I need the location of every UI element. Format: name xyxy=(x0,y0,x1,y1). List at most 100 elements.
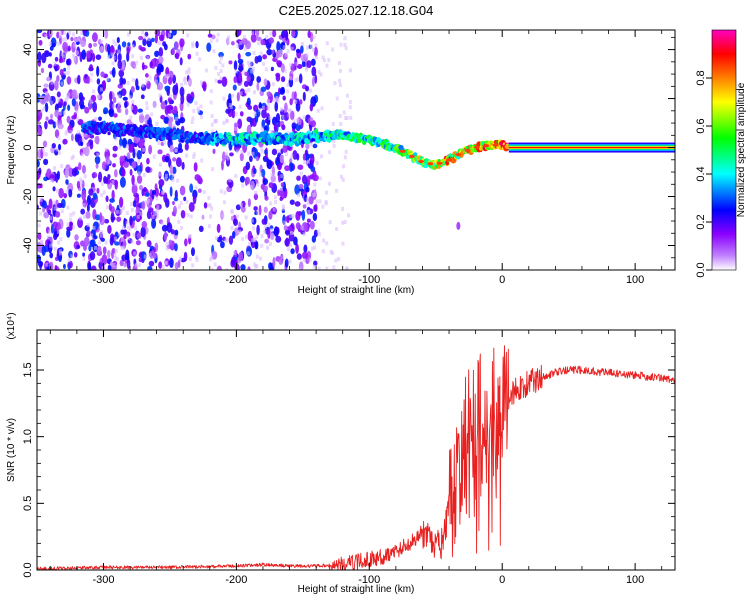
snr-panel: -300 -200 -100 0 100 0.0 0.5 1.0 1.5 Height of s… xyxy=(6,312,676,595)
spectrogram-noise-cell xyxy=(288,162,294,172)
spectrogram-noise-cell xyxy=(116,104,121,113)
spectrogram-noise-cell xyxy=(280,182,284,187)
spectrogram-haze-cell xyxy=(309,88,313,93)
spectrogram-noise-cell xyxy=(103,218,110,224)
spectrogram-noise-cell xyxy=(312,174,319,182)
spectrogram-noise-cell xyxy=(119,76,124,86)
spectrogram-haze-cell xyxy=(80,31,84,36)
spectrogram-noise-cell xyxy=(148,260,155,267)
spectrogram-noise-cell xyxy=(158,261,163,269)
spectrogram-noise-cell xyxy=(231,41,235,46)
spectrogram-noise-cell xyxy=(247,266,251,270)
spectrogram-haze-cell xyxy=(209,257,213,262)
spectrogram-noise-cell xyxy=(68,188,73,198)
spectrogram-noise-cell xyxy=(56,91,61,98)
spectrogram-haze-cell xyxy=(227,35,231,40)
spectrogram-noise-cell xyxy=(289,199,295,205)
spectrogram-haze-cell xyxy=(210,267,214,270)
spectrogram-haze-cell xyxy=(317,232,321,237)
spectrogram-noise-cell xyxy=(298,73,303,84)
spectrogram-xlabel: Height of straight line (km) xyxy=(298,285,415,296)
spectrogram-noise-cell xyxy=(312,143,318,149)
spectrogram-haze-cell xyxy=(255,254,259,259)
spectrogram-peak-cell xyxy=(408,154,415,158)
spectrogram-noise-cell xyxy=(267,228,271,239)
spectrogram-noise-cell xyxy=(263,78,268,86)
spectrogram-noise-cell xyxy=(147,266,153,270)
spectrogram-noise-cell xyxy=(141,200,146,210)
spectrogram-noise-cell xyxy=(75,50,79,56)
spectrogram-haze-cell xyxy=(342,110,346,115)
spectrogram-haze-cell xyxy=(312,264,316,269)
spectrogram-haze-cell xyxy=(343,220,347,225)
spectrogram-noise-cell xyxy=(117,52,122,62)
spectrogram-haze-cell xyxy=(324,200,328,205)
spectrogram-noise-cell xyxy=(173,105,178,115)
spectrogram-noise-cell xyxy=(50,113,53,120)
spectrogram-haze-cell xyxy=(144,118,148,123)
spectrogram-noise-cell xyxy=(285,30,289,42)
spectrogram-haze-cell xyxy=(218,60,222,65)
spectrogram-noise-cell xyxy=(91,172,98,179)
spectrogram-haze-cell xyxy=(191,263,195,268)
spectrogram-noise-cell xyxy=(271,50,275,55)
spectrogram-noise-cell xyxy=(294,201,301,207)
spectrogram-haze-cell xyxy=(313,245,317,250)
spectrogram-haze-cell xyxy=(349,115,353,120)
spectrogram-haze-cell xyxy=(186,102,190,107)
spectrogram-haze-cell xyxy=(142,147,146,152)
spectrogram-noise-cell xyxy=(102,246,107,255)
spectrogram-haze-cell xyxy=(50,178,54,183)
spectrogram-noise-cell xyxy=(46,76,51,82)
colorbar-tick-label: 0.0 xyxy=(695,262,707,277)
spectrogram-noise-cell xyxy=(216,223,221,234)
spectrogram-noise-cell xyxy=(135,78,139,88)
spectrogram-haze-cell xyxy=(264,67,268,72)
spectrogram-noise-cell xyxy=(95,163,99,169)
spectrogram-noise-cell xyxy=(111,189,115,201)
spectrogram-noise-cell xyxy=(126,258,131,270)
spectrogram-ridge-cell xyxy=(177,133,182,140)
spectrogram-haze-cell xyxy=(133,65,137,70)
spectrogram-haze-cell xyxy=(145,101,149,106)
spectrogram-haze-cell xyxy=(200,158,204,163)
spectrogram-peak-cell xyxy=(483,143,490,148)
spectrogram-haze-cell xyxy=(98,240,102,245)
spectrogram-noise-cell xyxy=(164,231,168,242)
spectrogram-noise-cell xyxy=(89,64,94,71)
spectrogram-noise-cell xyxy=(56,31,60,39)
spectrogram-haze-cell xyxy=(265,245,269,250)
spectrogram-noise-cell xyxy=(302,251,308,260)
spectrogram-haze-cell xyxy=(65,129,69,134)
spectrogram-haze-cell xyxy=(126,81,130,86)
spectrogram-haze-cell xyxy=(66,205,70,210)
spectrogram-haze-cell xyxy=(82,203,86,208)
spectrogram-noise-cell xyxy=(66,228,71,238)
spectrogram-haze-cell xyxy=(226,156,230,161)
spectrogram-haze-cell xyxy=(180,225,184,230)
spectrogram-noise-cell xyxy=(88,261,92,270)
snr-ylabel: SNR (10 * v/v) xyxy=(6,418,17,482)
spectrogram-noise-cell xyxy=(260,86,267,92)
spectrogram-haze-cell xyxy=(256,182,260,187)
spectrogram-noise-cell xyxy=(230,215,234,221)
spectrogram-haze-cell xyxy=(191,41,195,46)
spectrogram-noise-cell xyxy=(123,161,130,168)
spectrogram-haze-cell xyxy=(224,154,228,159)
spectrogram-haze-cell xyxy=(140,111,144,116)
spectrogram-haze-cell xyxy=(258,256,262,261)
spectrogram-haze-cell xyxy=(176,178,180,183)
spectrogram-haze-cell xyxy=(115,209,119,214)
spectrogram-noise-cell xyxy=(250,33,257,43)
spectrogram-haze-cell xyxy=(157,172,161,177)
spectrogram-haze-cell xyxy=(341,177,345,182)
spectrogram-haze-cell xyxy=(207,195,211,200)
spectrogram-haze-cell xyxy=(155,207,159,212)
spectrogram-haze-cell xyxy=(306,201,310,206)
spectrogram-haze-cell xyxy=(164,177,168,182)
spectrogram-noise-cell xyxy=(54,80,59,91)
spectrogram-noise-cell xyxy=(212,148,216,155)
spectrogram-noise-cell xyxy=(129,215,133,226)
spectrogram-haze-cell xyxy=(72,57,76,62)
